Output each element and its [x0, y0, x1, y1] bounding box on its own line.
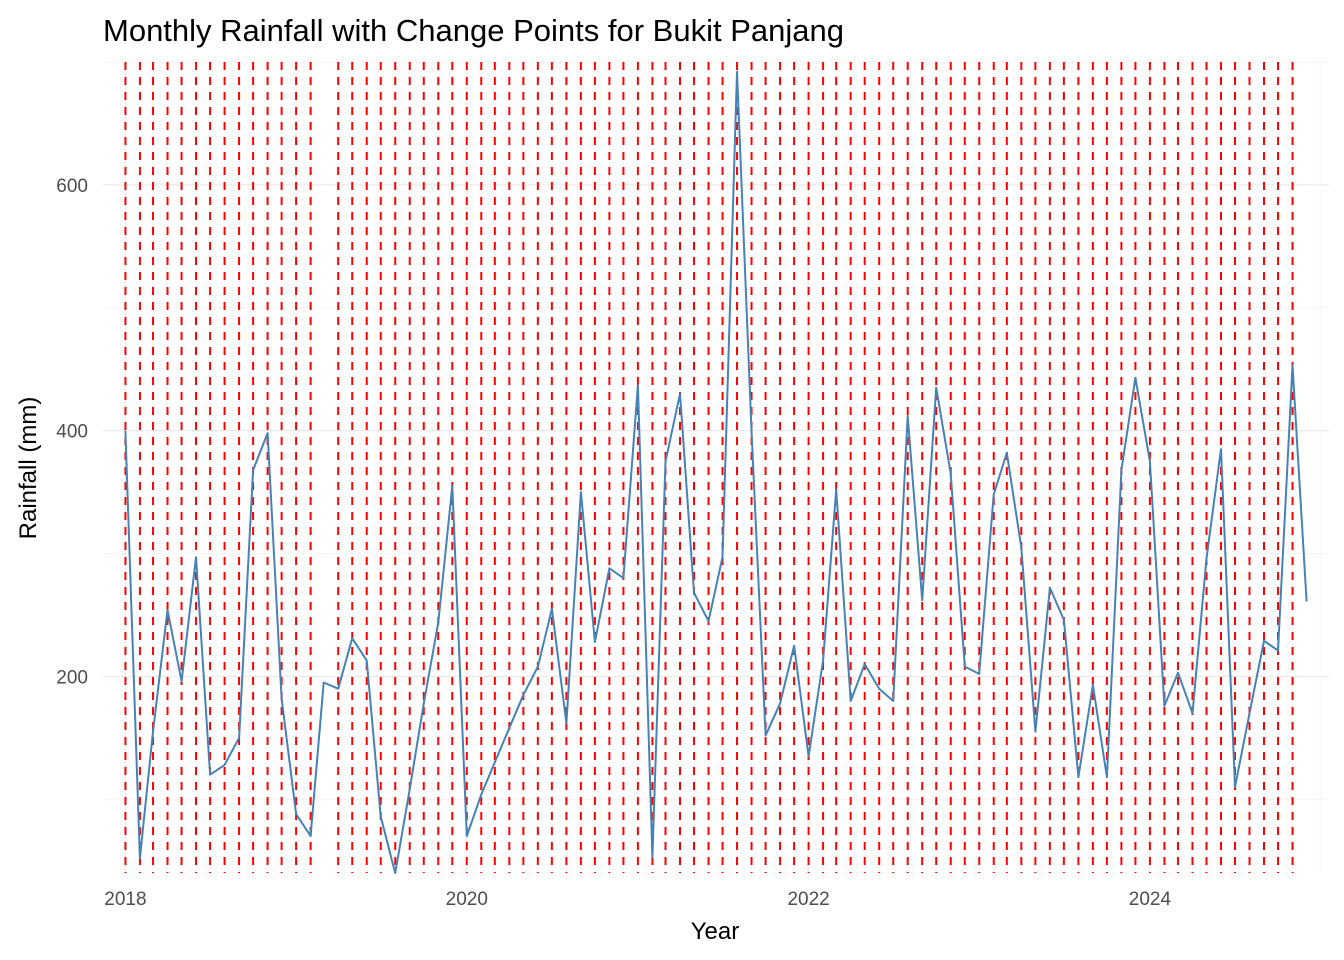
y-axis-title: Rainfall (mm) — [15, 397, 42, 540]
x-tick-label: 2022 — [787, 889, 829, 910]
rainfall-series-line — [124, 70, 1308, 874]
y-axis-ticks: 200 400 600 — [56, 176, 88, 689]
x-axis-ticks: 2018 2020 2022 2024 — [104, 889, 1171, 910]
x-tick-label: 2020 — [446, 889, 488, 910]
y-tick-label: 200 — [56, 667, 88, 688]
y-tick-label: 400 — [56, 422, 88, 443]
series-group — [124, 70, 1308, 874]
chart-title: Monthly Rainfall with Change Points for … — [103, 13, 844, 48]
y-tick-label: 600 — [56, 176, 88, 197]
x-axis-title: Year — [691, 918, 740, 945]
x-tick-label: 2024 — [1129, 889, 1172, 910]
x-tick-label: 2018 — [104, 889, 146, 910]
